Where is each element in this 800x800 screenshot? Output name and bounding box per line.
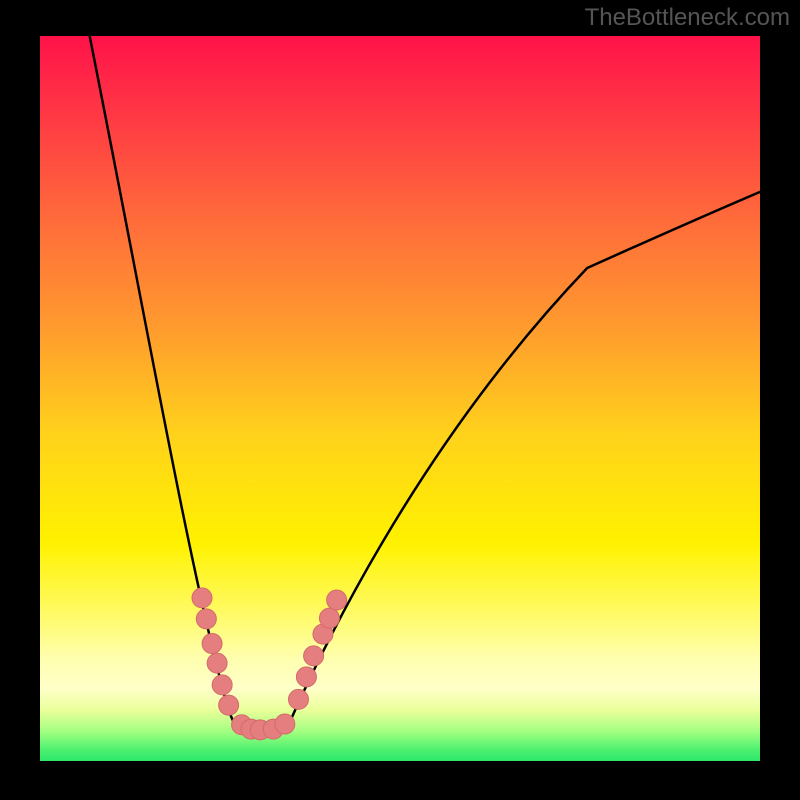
data-marker <box>327 590 347 610</box>
data-marker <box>319 608 339 628</box>
data-marker <box>275 714 295 734</box>
data-marker <box>288 689 308 709</box>
watermark-text: TheBottleneck.com <box>585 4 790 32</box>
chart-plot-area <box>40 36 760 761</box>
data-marker <box>192 588 212 608</box>
data-marker <box>202 634 222 654</box>
data-marker <box>212 675 232 695</box>
data-marker <box>207 653 227 673</box>
data-marker <box>296 667 316 687</box>
gradient-background <box>40 36 760 761</box>
data-marker <box>304 646 324 666</box>
chart-svg <box>40 36 760 761</box>
data-marker <box>196 609 216 629</box>
data-marker <box>219 695 239 715</box>
